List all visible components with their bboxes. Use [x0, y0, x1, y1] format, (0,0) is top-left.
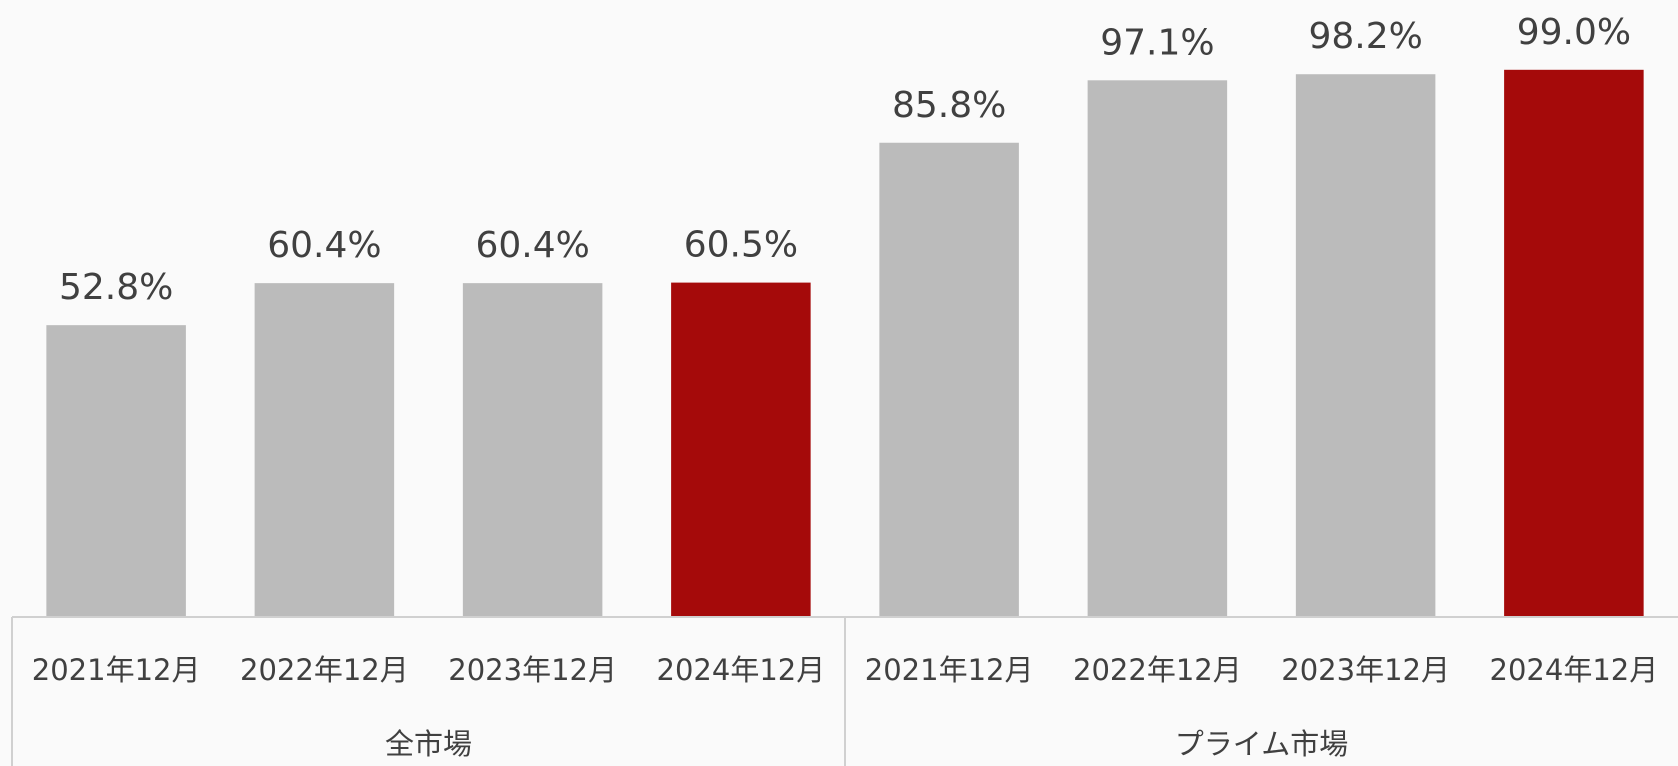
category-label: 2023年12月: [448, 653, 617, 687]
category-label: 2022年12月: [1073, 653, 1242, 687]
category-label: 2021年12月: [32, 653, 201, 687]
category-label: 2024年12月: [657, 653, 826, 687]
bar: [879, 142, 1019, 617]
value-label: 98.2%: [1308, 16, 1422, 57]
group-label: プライム市場: [1175, 727, 1348, 761]
bar: [1087, 80, 1228, 617]
category-label: 2021年12月: [865, 653, 1034, 687]
bar: [1295, 74, 1436, 618]
category-label: 2023年12月: [1281, 653, 1450, 687]
value-label: 99.0%: [1517, 12, 1631, 53]
bar: [254, 283, 395, 617]
value-label: 97.1%: [1100, 22, 1214, 63]
group-label: 全市場: [385, 727, 472, 761]
bar: [1504, 69, 1644, 618]
value-label: 52.8%: [59, 267, 173, 308]
bar: [671, 282, 811, 617]
bar: [462, 283, 603, 617]
category-label: 2024年12月: [1490, 653, 1659, 687]
value-label: 60.4%: [475, 225, 589, 266]
value-label: 60.4%: [267, 225, 381, 266]
bar: [46, 325, 186, 617]
category-label: 2022年12月: [240, 653, 409, 687]
value-label: 85.8%: [892, 85, 1006, 126]
value-label: 60.5%: [684, 225, 798, 266]
